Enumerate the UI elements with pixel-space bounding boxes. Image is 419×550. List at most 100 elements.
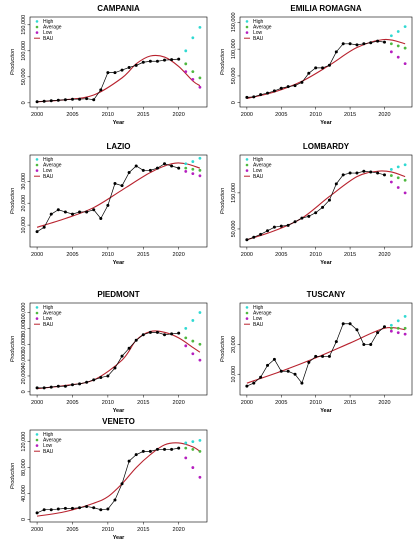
actual-point bbox=[293, 372, 297, 376]
panel-lombardy: LOMBARDY 2000 2005 2010 2015 2020 50,000 150,00… bbox=[220, 142, 413, 266]
actual-point bbox=[362, 343, 366, 347]
actual-point bbox=[177, 57, 181, 61]
average-point bbox=[403, 178, 407, 182]
x-tick-label: 2005 bbox=[66, 112, 78, 118]
x-tick-label: 2015 bbox=[137, 400, 149, 406]
average-point bbox=[396, 326, 400, 330]
x-tick-label: 2000 bbox=[31, 252, 43, 258]
actual-point bbox=[307, 71, 311, 75]
x-tick-label: 2000 bbox=[31, 400, 43, 406]
x-tick-label: 2020 bbox=[173, 527, 185, 533]
actual-point bbox=[321, 205, 325, 209]
y-tick-label: 50,000 bbox=[21, 68, 27, 85]
y-tick-label: 0 bbox=[21, 518, 27, 521]
legend-label: Low bbox=[253, 316, 263, 322]
x-tick-label: 2010 bbox=[310, 112, 322, 118]
y-tick-label: 20,000 bbox=[231, 336, 237, 353]
low-point bbox=[184, 170, 188, 173]
actual-point bbox=[70, 506, 74, 510]
legend-label: Average bbox=[253, 311, 272, 317]
actual-point bbox=[245, 95, 249, 99]
legend-marker bbox=[245, 311, 249, 315]
panel-title: LOMBARDY bbox=[303, 142, 350, 151]
actual-point bbox=[134, 63, 138, 67]
legend-marker bbox=[35, 433, 39, 436]
legend-marker bbox=[245, 169, 249, 172]
y-tick-label: 100,000 bbox=[21, 303, 27, 323]
actual-point bbox=[99, 376, 103, 380]
actual-point bbox=[286, 369, 290, 373]
legend-marker bbox=[35, 20, 39, 23]
y-tick-label: 150,000 bbox=[231, 12, 237, 32]
low-point bbox=[191, 172, 195, 176]
actual-point bbox=[300, 216, 304, 220]
actual-point bbox=[63, 210, 67, 214]
y-axis-label: Production bbox=[10, 49, 16, 75]
legend-label: BAU bbox=[253, 322, 264, 328]
high-point bbox=[389, 34, 393, 38]
actual-point bbox=[106, 507, 110, 511]
actual-point bbox=[106, 203, 110, 207]
actual-point bbox=[348, 171, 352, 175]
y-axis-label: Production bbox=[220, 336, 226, 362]
actual-point bbox=[307, 360, 311, 364]
actual-point bbox=[279, 224, 283, 228]
actual-point bbox=[120, 68, 124, 72]
actual-point bbox=[155, 166, 159, 170]
high-point bbox=[191, 160, 195, 163]
actual-point bbox=[155, 330, 159, 334]
plot-frame bbox=[239, 302, 413, 396]
x-axis-label: Year bbox=[113, 120, 125, 126]
high-point bbox=[184, 49, 188, 53]
average-point bbox=[198, 76, 202, 80]
y-axis-label: Production bbox=[10, 188, 16, 214]
x-axis-label: Year bbox=[320, 120, 332, 126]
legend-label: Average bbox=[43, 25, 62, 31]
x-axis-label: Year bbox=[320, 408, 332, 414]
legend-label: BAU bbox=[43, 449, 54, 455]
high-point bbox=[198, 26, 202, 29]
actual-point bbox=[70, 97, 74, 101]
panel-veneto: VENETO 2000 2005 2010 2015 2020 0 40,000 80,000 1… bbox=[10, 417, 208, 541]
legend-label: BAU bbox=[253, 36, 264, 42]
actual-point bbox=[78, 382, 82, 386]
legend-label: Low bbox=[253, 30, 263, 36]
actual-point bbox=[327, 354, 331, 358]
actual-point bbox=[85, 210, 89, 214]
y-axis-label: Production bbox=[220, 49, 226, 75]
actual-point bbox=[49, 385, 53, 389]
high-point bbox=[191, 440, 195, 444]
actual-point bbox=[348, 42, 352, 46]
actual-point bbox=[163, 447, 167, 451]
legend-marker bbox=[35, 444, 39, 447]
x-tick-label: 2020 bbox=[378, 112, 390, 118]
bau-line bbox=[37, 54, 201, 103]
actual-point bbox=[293, 220, 297, 224]
x-tick-label: 2005 bbox=[275, 400, 287, 406]
actual-point bbox=[307, 214, 311, 218]
y-tick-label: 150,000 bbox=[21, 15, 27, 35]
x-tick-label: 2010 bbox=[102, 112, 114, 118]
panel-tuscany: TUSCANY 2000 2005 2010 2015 2020 10,000 20,000 Y… bbox=[220, 290, 413, 414]
plot-frame bbox=[29, 429, 208, 523]
actual-point bbox=[259, 375, 263, 379]
high-point bbox=[191, 36, 195, 40]
legend-label: High bbox=[43, 157, 54, 163]
actual-point bbox=[70, 383, 74, 387]
high-point bbox=[184, 441, 188, 445]
actual-point bbox=[314, 211, 318, 215]
y-axis-label: Production bbox=[10, 336, 16, 362]
legend-label: Low bbox=[43, 316, 53, 322]
y-tick-label: 20,000 bbox=[21, 195, 27, 212]
actual-point bbox=[120, 482, 124, 486]
actual-point bbox=[163, 333, 167, 337]
low-point bbox=[191, 352, 195, 356]
actual-point bbox=[355, 171, 359, 175]
x-axis-label: Year bbox=[113, 535, 125, 541]
actual-point bbox=[42, 225, 46, 229]
low-point bbox=[389, 180, 393, 184]
